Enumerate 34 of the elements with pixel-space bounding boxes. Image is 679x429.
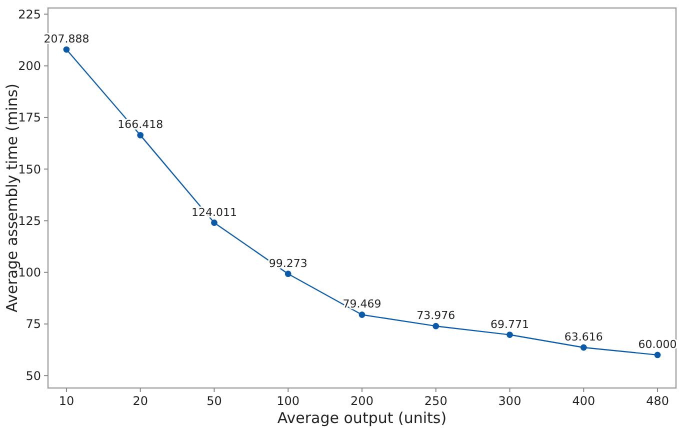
data-label: 73.976: [416, 309, 456, 322]
y-tick-label: 125: [18, 214, 41, 228]
x-tick-label: 100: [276, 394, 300, 408]
x-axis-title: Average output (units): [277, 409, 447, 427]
point: [654, 352, 661, 358]
x-tick-label: 50: [206, 394, 222, 408]
data-label: 79.469: [342, 298, 382, 311]
x-tick-label: 400: [572, 394, 596, 408]
y-tick-label: 50: [26, 368, 41, 383]
y-axis-title: Average assembly time (mins): [3, 84, 21, 312]
point: [137, 132, 144, 138]
x-tick-label: 20: [132, 394, 148, 408]
x-tick-label: 480: [646, 394, 669, 408]
data-label: 69.771: [490, 318, 530, 331]
data-label: 60.000: [638, 338, 677, 351]
point: [284, 270, 292, 278]
y-tick-label: 150: [18, 162, 41, 176]
point: [506, 332, 513, 338]
point: [432, 322, 440, 330]
data-label: 63.616: [564, 330, 603, 344]
x-tick-label: 10: [58, 394, 74, 408]
y-tick-label: 75: [26, 317, 41, 332]
point: [211, 220, 218, 226]
y-tick-label: 100: [18, 266, 41, 280]
y-tick-label: 200: [18, 59, 41, 74]
x-tick-label: 250: [424, 394, 448, 408]
data-label: 207.888: [44, 32, 90, 46]
y-tick-label: 225: [18, 7, 41, 22]
x-tick-label: 200: [350, 394, 374, 408]
x-tick-label: 300: [498, 394, 522, 408]
point: [358, 312, 366, 318]
point: [63, 46, 70, 53]
y-tick-label: 175: [18, 110, 41, 125]
point: [580, 344, 587, 351]
